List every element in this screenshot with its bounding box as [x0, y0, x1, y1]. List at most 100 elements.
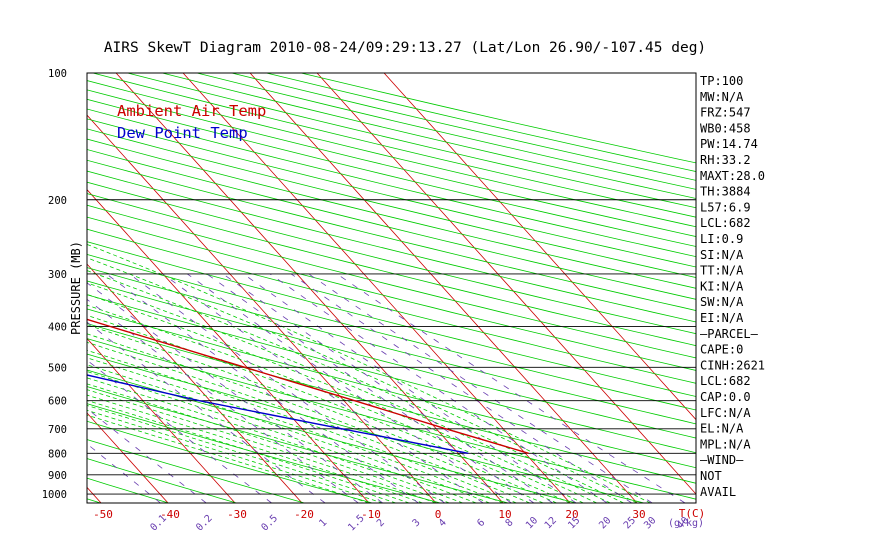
dry-adiabat-line	[87, 308, 696, 469]
dry-adiabat-line	[87, 138, 696, 289]
moist-adiabat-line	[87, 243, 651, 503]
mixing-ratio-line	[308, 273, 653, 503]
mixing-ratio-line	[106, 273, 419, 503]
mixing-ratio-line	[243, 273, 577, 503]
dry-adiabat-line	[87, 253, 696, 411]
moist-adiabat-line	[87, 389, 437, 503]
stability-index-item: RH:33.2	[700, 153, 751, 167]
mixing-ratio-tick-label: 10	[524, 515, 540, 531]
ambient-air-temp-line	[87, 318, 529, 454]
isotherm-line	[87, 188, 370, 503]
moist-adiabat-line	[87, 304, 584, 503]
pressure-tick-label: 600	[48, 396, 67, 408]
isobar-lines	[87, 73, 696, 495]
bottom-temp-tick-label: -30	[227, 508, 247, 521]
dry-adiabat-line	[87, 204, 696, 359]
stability-index-item: LFC:N/A	[700, 406, 751, 420]
stability-index-item: TH:3884	[700, 185, 751, 199]
stability-index-item: AVAIL	[700, 485, 736, 499]
dry-adiabat-line	[87, 108, 696, 258]
stability-index-item: –WIND–	[700, 453, 744, 467]
dry-adiabat-line	[87, 159, 696, 311]
mixing-ratio-line	[269, 273, 608, 503]
mixing-ratio-tick-label: 4	[437, 517, 449, 529]
mixing-ratio-tick-label: 1	[317, 517, 329, 529]
mixing-ratio-unit-label: (g/kg)	[668, 518, 704, 529]
mixing-ratio-tick-label: 8	[504, 517, 516, 529]
stability-index-item: CINH:2621	[700, 358, 765, 372]
mixing-ratio-tick-label: 12	[543, 515, 559, 531]
isotherm-line	[316, 73, 696, 495]
mixing-ratio-line	[129, 273, 445, 503]
pressure-tick-label: 100	[48, 68, 67, 80]
dry-adiabat-line	[87, 228, 696, 384]
moist-adiabat-line	[87, 405, 396, 503]
dry-adiabat-line	[87, 267, 696, 425]
stability-index-item: LCL:682	[700, 216, 751, 230]
mixing-ratio-tick-label: 20	[597, 515, 613, 531]
dry-adiabat-line	[87, 294, 696, 454]
pressure-tick-label: 800	[48, 448, 67, 460]
moist-adiabat-line	[87, 293, 597, 503]
moist-adiabat-line	[87, 383, 450, 503]
stability-index-item: LCL:682	[700, 374, 751, 388]
mixing-ratio-lines	[87, 273, 686, 503]
moist-adiabat-line	[87, 394, 423, 503]
mixing-ratio-line	[87, 408, 207, 503]
mixing-ratio-line	[206, 273, 535, 503]
pressure-tick-label: 300	[48, 269, 67, 281]
chart-title: AIRS SkewT Diagram 2010-08-24/09:29:13.2…	[104, 40, 706, 56]
temp-unit-label: T(C)	[679, 507, 706, 520]
pressure-tick-label: 1000	[42, 489, 67, 501]
stability-index-item: SI:N/A	[700, 248, 744, 262]
dry-adiabat-line	[87, 280, 696, 439]
isotherm-line	[249, 73, 638, 503]
bottom-temp-tick-label: -50	[93, 508, 113, 521]
isotherm-line	[87, 263, 303, 503]
isotherm-line	[182, 73, 571, 503]
dry-adiabat-line	[87, 216, 696, 371]
mixing-ratio-line	[187, 273, 512, 503]
stability-index-item: MW:N/A	[700, 90, 744, 104]
moist-adiabat-line	[87, 357, 504, 503]
pressure-tick-label: 400	[48, 322, 67, 334]
stability-index-item: SW:N/A	[700, 295, 744, 309]
isotherm-line	[87, 412, 169, 503]
bottom-temp-tick-label: -20	[294, 508, 314, 521]
moist-adiabat-lines	[87, 243, 651, 503]
isotherm-line	[87, 337, 236, 503]
mixing-ratio-tick-label: 3	[411, 517, 423, 529]
stability-index-item: MPL:N/A	[700, 437, 751, 451]
stability-index-item: TT:N/A	[700, 264, 744, 278]
stability-index-item: LI:0.9	[700, 232, 743, 246]
mixing-ratio-line	[290, 273, 632, 503]
moist-adiabat-line	[87, 257, 638, 503]
moist-adiabat-line	[87, 414, 370, 503]
bottom-temp-tick-label: -10	[361, 508, 381, 521]
isotherm-line	[0, 54, 42, 512]
mixing-ratio-line	[222, 273, 553, 503]
dry-adiabat-line	[87, 323, 696, 484]
moist-adiabat-line	[87, 324, 557, 503]
mixing-ratio-line	[336, 273, 686, 503]
dry-adiabat-line	[87, 98, 696, 247]
moist-adiabat-line	[87, 371, 477, 503]
mixing-ratio-tick-label: 6	[475, 517, 487, 529]
moist-adiabat-line	[87, 409, 383, 503]
stability-index-item: EL:N/A	[700, 422, 744, 436]
dry-adiabat-line	[195, 73, 696, 190]
moist-adiabat-line	[87, 341, 530, 503]
stability-index-item: NOT	[700, 469, 722, 483]
stability-index-item: FRZ:547	[700, 106, 751, 120]
bottom-temp-tick-label: 30	[632, 508, 645, 521]
bottom-temp-tick-label: -40	[160, 508, 180, 521]
stability-index-item: EI:N/A	[700, 311, 744, 325]
pressure-tick-label: 200	[48, 195, 67, 207]
bottom-temp-tick-label: 20	[565, 508, 578, 521]
stability-index-item: CAPE:0	[700, 343, 743, 357]
mixing-ratio-tick-label: 2	[375, 517, 387, 529]
stability-index-item: TP:100	[700, 74, 743, 88]
pressure-tick-label: 700	[48, 424, 67, 436]
